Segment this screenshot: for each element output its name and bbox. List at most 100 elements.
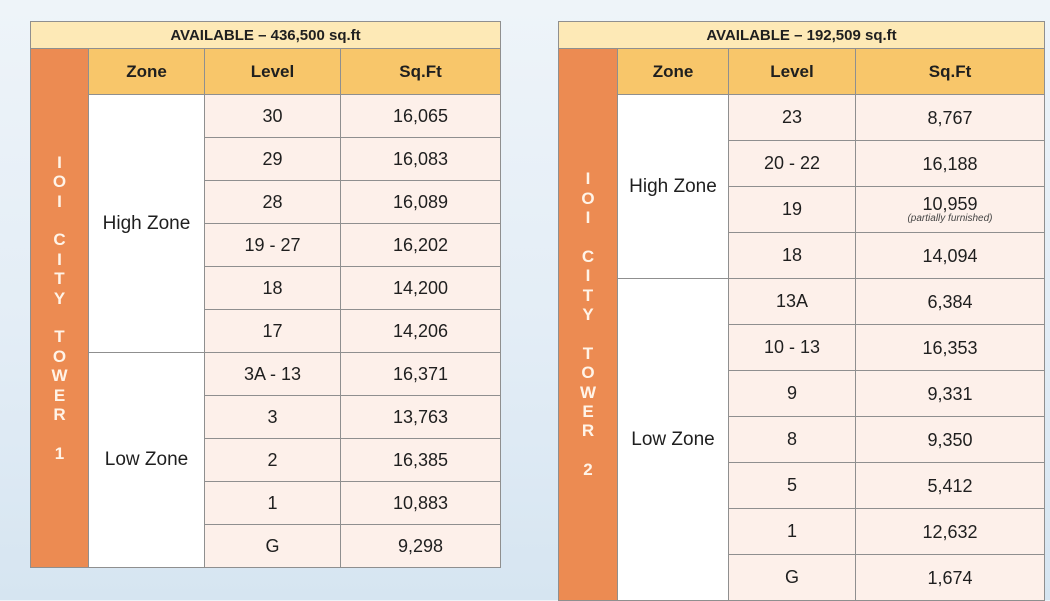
- tower-name-letter: I: [585, 266, 591, 286]
- sqft-value: 6,384: [927, 291, 973, 312]
- tower-1-panel: AVAILABLE – 436,500 sq.ft I O I C I T Y T O W E R 1 Zo…: [30, 21, 501, 568]
- available-row: AVAILABLE – 192,509 sq.ft: [558, 21, 1045, 49]
- tower-name-letter: T: [54, 327, 65, 347]
- sqft-value: 10,959: [922, 193, 978, 214]
- table-row: 3 13,763: [31, 395, 501, 439]
- tower-name-letter: T: [54, 269, 65, 289]
- level-cell: 10 - 13: [728, 324, 856, 371]
- table-row: 17 14,206: [31, 309, 501, 353]
- level-cell: 19 - 27: [204, 223, 341, 267]
- header-level: Level: [204, 48, 341, 95]
- sqft-value: 10,883: [392, 493, 449, 513]
- sqft-value: 9,331: [927, 383, 973, 404]
- tower-name-letter: E: [53, 385, 66, 405]
- sqft-value: 9,350: [927, 429, 973, 450]
- tower-name-letter: T: [582, 343, 594, 363]
- sqft-cell: 10,883: [340, 481, 501, 525]
- sqft-cell: 16,371: [340, 352, 501, 396]
- table-row: 18 14,200: [31, 266, 501, 310]
- sqft-cell: 9,298: [340, 524, 501, 568]
- level-cell: 9: [728, 370, 856, 417]
- header-sqft: Sq.Ft: [340, 48, 501, 95]
- sqft-value: 16,385: [392, 450, 449, 470]
- level-cell: 3: [204, 395, 341, 439]
- level-cell: 23: [728, 94, 856, 141]
- level-cell: 2: [204, 438, 341, 482]
- available-total: AVAILABLE – 192,509 sq.ft: [558, 21, 1045, 49]
- sqft-cell: 14,094: [855, 232, 1045, 279]
- sqft-value: 1,674: [927, 567, 973, 588]
- sqft-cell: 8,767: [855, 94, 1045, 141]
- sqft-cell: 14,206: [340, 309, 501, 353]
- sqft-cell: 1,674: [855, 554, 1045, 601]
- tower-name-letter: O: [581, 188, 595, 208]
- tower-name-letter: [559, 325, 617, 344]
- sqft-value: 16,089: [392, 192, 449, 212]
- sqft-cell: 16,353: [855, 324, 1045, 371]
- header-zone: Zone: [617, 48, 729, 95]
- sqft-value: 12,632: [922, 521, 978, 542]
- zone-cell: Low Zone: [88, 352, 205, 568]
- table-row: Low Zone 13A 6,384: [559, 278, 1045, 601]
- sqft-value: 16,083: [392, 149, 449, 169]
- tower-name-letter: [31, 424, 88, 443]
- tower-2-table: AVAILABLE – 192,509 sq.ft I O I C I T Y T O W E R 2 Zo…: [558, 21, 1045, 601]
- sqft-cell: 10,959 (partially furnished): [855, 186, 1045, 233]
- tower-name-letter: W: [579, 382, 597, 402]
- tower-2-panel: AVAILABLE – 192,509 sq.ft I O I C I T Y T O W E R 2 Zo…: [558, 21, 1045, 601]
- table-row: 28 16,089: [31, 180, 501, 224]
- tower-name-letter: I: [57, 152, 62, 172]
- table-row: 18 14,094: [559, 232, 1045, 279]
- tower-name-letter: [31, 211, 88, 230]
- sqft-cell: 9,350: [855, 416, 1045, 463]
- level-cell: 5: [728, 462, 856, 509]
- sqft-value: 16,188: [922, 153, 978, 174]
- table-row: 29 16,083: [31, 137, 501, 181]
- level-cell: 28: [204, 180, 341, 224]
- available-total: AVAILABLE – 436,500 sq.ft: [30, 21, 501, 49]
- tower-name-letter: I: [57, 191, 62, 211]
- level-cell: 19: [728, 186, 856, 233]
- column-header-row: I O I C I T Y T O W E R 1 Zone Level Sq.Ft: [30, 48, 501, 568]
- header-sqft: Sq.Ft: [855, 48, 1045, 95]
- zone-cell: High Zone: [617, 94, 729, 279]
- tower-name-letter: Y: [582, 305, 594, 325]
- sqft-value: 5,412: [927, 475, 973, 496]
- table-row: 19 - 27 16,202: [31, 223, 501, 267]
- sqft-value: 16,353: [922, 337, 978, 358]
- table-row: 2 16,385: [31, 438, 501, 482]
- sqft-cell: 16,065: [340, 94, 501, 138]
- tower-name-letter: 1: [54, 443, 65, 463]
- sqft-cell: 14,200: [340, 266, 501, 310]
- column-header-row: I O I C I T Y T O W E R 2 Zone Level Sq.Ft: [558, 48, 1045, 601]
- sqft-value: 8,767: [927, 107, 973, 128]
- level-cell: 1: [728, 508, 856, 555]
- table-row: 10 - 13 16,353: [559, 324, 1045, 371]
- sqft-value: 13,763: [392, 407, 449, 427]
- tower-name-letter: I: [585, 208, 591, 228]
- sqft-value: 16,065: [392, 106, 449, 126]
- table-row: 9 9,331: [559, 370, 1045, 417]
- sqft-note: (partially furnished): [907, 212, 993, 224]
- tower-name-letter: W: [51, 366, 68, 386]
- available-row: AVAILABLE – 436,500 sq.ft: [30, 21, 501, 49]
- sqft-value: 14,094: [922, 245, 978, 266]
- tower-name-letter: I: [585, 169, 591, 189]
- tower-name-letter: C: [581, 246, 595, 266]
- sqft-cell: 5,412: [855, 462, 1045, 509]
- level-cell: 1: [204, 481, 341, 525]
- level-cell: 20 - 22: [728, 140, 856, 187]
- tower-name-letter: T: [582, 285, 594, 305]
- tower-name-letter: [559, 441, 617, 460]
- level-cell: 18: [728, 232, 856, 279]
- table-row: G 9,298: [31, 524, 501, 568]
- table-row: 1 12,632: [559, 508, 1045, 555]
- level-cell: 8: [728, 416, 856, 463]
- tower-name-letter: Y: [53, 288, 66, 308]
- level-cell: 18: [204, 266, 341, 310]
- sqft-value: 16,371: [392, 364, 449, 384]
- table-row: 8 9,350: [559, 416, 1045, 463]
- sqft-cell: 16,188: [855, 140, 1045, 187]
- sqft-value: 14,206: [392, 321, 449, 341]
